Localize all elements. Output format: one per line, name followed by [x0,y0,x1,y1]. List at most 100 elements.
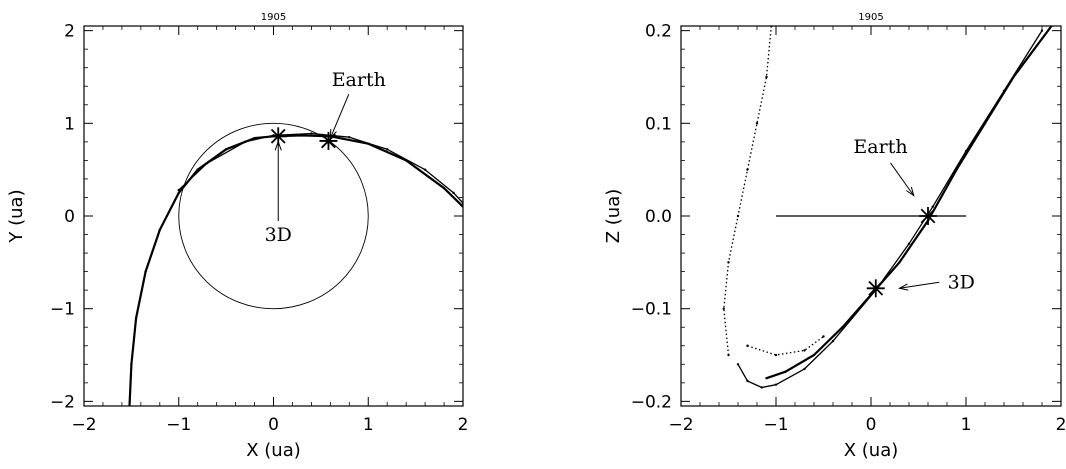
right-panel-xz: 1905 −2 −1 0 1 2 −0.2 −0.1 0.0 0.1 0.2 X (ua) Z (ua)… [603,12,1066,461]
stream-point [134,316,138,320]
stream-point [774,383,778,386]
x-tick-label: −1 [166,415,191,435]
stream-point [964,149,968,153]
annotation-label: 3D [265,224,292,246]
stream-point [746,168,749,171]
y-tick-label: 1 [64,114,75,134]
stream-point [461,201,463,205]
stream-point [253,136,256,140]
plot-content [722,26,1053,389]
stream-point [812,353,816,357]
chart-title: 1905 [858,12,883,23]
stream-point [158,228,161,232]
stream-point [423,168,427,171]
stream-series-line [747,335,824,356]
y-tick-label: 0.1 [645,114,672,134]
stream-point [803,367,806,371]
stream-point [224,148,228,151]
annotation-arrowhead [274,140,282,151]
chart-title: 1905 [261,12,286,23]
stream-point [722,307,725,310]
stream-point [442,186,446,190]
x-tick-label: −1 [763,415,788,435]
stream-point [386,148,389,151]
stream-point [727,261,730,264]
x-axis-label: X (ua) [844,440,899,461]
stream-point [243,140,247,144]
stream-point [746,379,749,383]
stream-point [177,188,180,192]
stream-series-line [737,30,1043,389]
stream-point [348,136,351,139]
y-tick-label: 0 [64,207,75,227]
x-tick-label: 1 [363,415,374,435]
x-tick-label: 0 [866,415,877,435]
y-tick-label: 2 [64,22,75,42]
stream-point [784,370,787,373]
asterisk-marker [319,131,338,150]
asterisk-marker [866,279,885,298]
stream-point [300,134,304,137]
y-tick-label: −2 [50,392,75,412]
annotation-label: Earth [853,136,907,158]
y-axis-label: Z (ua) [603,189,624,244]
stream-point [452,191,455,195]
stream-point [128,404,131,406]
stream-point [1040,29,1044,32]
annotation-arrow [329,94,350,139]
stream-point [755,122,759,125]
stream-point [1002,89,1006,93]
stream-point [196,168,199,171]
annotation-arrow [890,162,915,196]
annotation-arrowhead [898,283,909,291]
asterisk-marker [919,207,937,225]
stream-point [931,205,934,208]
x-tick-label: 0 [268,415,279,435]
stream-point [760,386,763,389]
stream-point [841,326,844,329]
x-tick-label: 1 [961,415,972,435]
y-axis-label: Y (ua) [6,189,27,243]
stream-point [898,261,901,264]
y-tick-label: −0.1 [631,300,672,320]
stream-point [205,161,209,165]
asterisk-stroke [920,208,936,224]
y-tick-label: −1 [50,300,75,320]
annotation-arrowhead [329,129,337,140]
stream-point [310,132,313,135]
stream-point [770,26,773,28]
stream-point [736,214,740,218]
x-axis-label: X (ua) [246,440,301,461]
asterisk-stroke [321,133,336,149]
stream-series-line [766,26,1053,380]
y-tick-label: −0.2 [631,392,672,412]
stream-point [765,376,768,380]
stream-point [774,353,778,357]
x-tick-label: −2 [71,415,96,435]
plot-frame [83,25,464,407]
earth-orbit-circle [178,122,369,310]
y-tick-label: 0.0 [645,207,672,227]
annotation-arrowhead [906,186,915,197]
stream-point [831,339,835,343]
annotation-label: 3D [948,271,975,293]
stream-point [727,353,730,357]
asterisk-stroke [270,128,286,144]
x-tick-label: 2 [1056,415,1066,435]
y-tick-label: 0.2 [645,22,672,42]
plot-content [128,122,463,406]
asterisk-stroke [868,280,884,296]
stream-point [177,191,180,195]
stream-point [736,363,740,366]
x-tick-label: 2 [458,415,469,435]
stream-series-line [128,134,463,406]
annotation-label: Earth [332,69,386,91]
annotation-arrow [899,281,940,289]
stream-point [765,75,768,79]
stream-point [907,242,911,246]
stream-point [130,363,133,366]
stream-point [803,349,806,352]
stream-point [461,205,463,208]
stream-point [822,335,825,338]
